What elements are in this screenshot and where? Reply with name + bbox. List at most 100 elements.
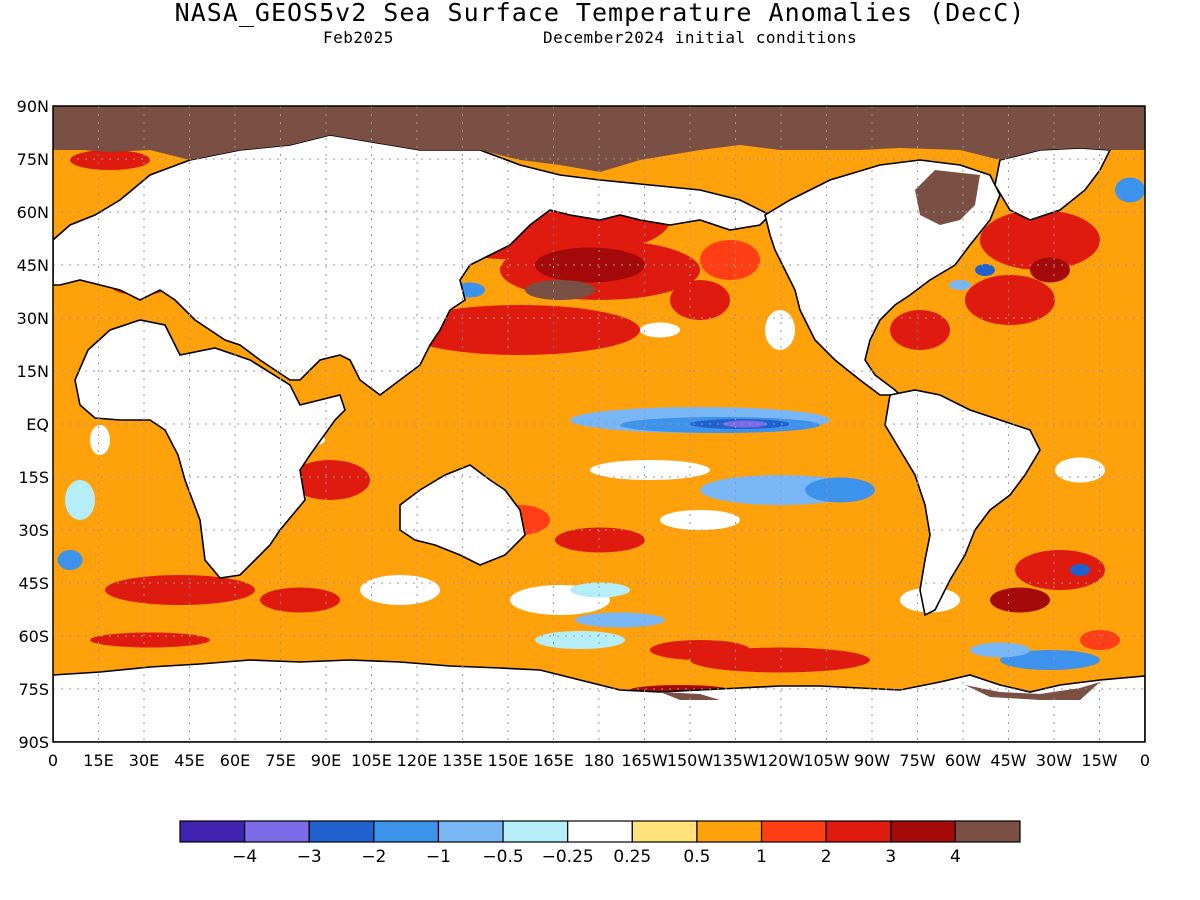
anomaly-patch <box>290 460 370 500</box>
lon-label: 0 <box>48 751 58 770</box>
anomaly-patch <box>575 612 665 628</box>
lat-label: 90S <box>18 733 49 752</box>
colorbar-label: −2 <box>361 847 386 867</box>
colorbar-label: 3 <box>885 847 896 867</box>
lon-label: 180 <box>584 751 615 770</box>
land-greenland <box>994 147 1112 221</box>
anomaly-patch <box>400 305 640 355</box>
ice-ross <box>660 692 720 700</box>
lat-label: 15N <box>17 362 49 381</box>
anomaly-patch <box>722 420 768 428</box>
anomaly-patch <box>525 280 595 300</box>
lon-label: 45E <box>174 751 204 770</box>
colorbar-swatch <box>890 820 956 843</box>
lon-label: 165W <box>621 751 668 770</box>
map-area <box>53 106 1145 742</box>
colorbar-label: 0.25 <box>613 847 651 867</box>
lon-label: 150W <box>667 751 714 770</box>
lon-label: 15W <box>1081 751 1117 770</box>
anomaly-patch <box>1070 564 1090 576</box>
lon-label: 0 <box>1140 751 1150 770</box>
land-antarctica <box>53 659 1145 742</box>
lon-label: 135E <box>442 751 483 770</box>
colorbar-label: −3 <box>297 847 322 867</box>
anomaly-patch <box>890 310 950 350</box>
anomaly-patch <box>805 477 875 503</box>
colorbar-label: −0.25 <box>542 847 594 867</box>
longitude-labels: 0 15E 30E 45E 60E 75E 90E 105E 120E 135E 150E 165E 1… <box>48 751 1150 770</box>
anomaly-patch <box>105 575 255 605</box>
graticule <box>53 106 1145 742</box>
anomaly-patch <box>590 460 710 480</box>
lat-label: 45N <box>17 256 49 275</box>
anomaly-patch <box>1030 257 1070 283</box>
lat-label: 75S <box>18 680 49 699</box>
initial-conditions-label: December2024 initial conditions <box>543 28 858 47</box>
anomaly-patch <box>660 510 740 530</box>
anomaly-patch <box>65 480 95 520</box>
lat-label: 60S <box>18 627 49 646</box>
lon-label: 30E <box>129 751 159 770</box>
anomaly-patch <box>830 600 890 620</box>
map-title: NASA_GEOS5v2 Sea Surface Temperature Ano… <box>174 0 1026 27</box>
colorbar-label: 4 <box>950 847 961 867</box>
anomaly-patch <box>90 632 210 648</box>
anomaly-patch <box>640 322 680 338</box>
anomaly-patch <box>765 310 795 350</box>
lon-label: 75W <box>899 751 935 770</box>
ice-weddell <box>965 682 1100 700</box>
anomaly-patch <box>970 642 1030 658</box>
map-frame <box>52 105 1146 743</box>
latitude-labels: 90N 75N 60N 45N 30N 15N EQ 15S 30S 45S 60S 75S 90S <box>17 97 49 752</box>
lat-label: 30S <box>18 521 49 540</box>
lat-label: 30N <box>17 309 49 328</box>
colorbar-label: 1 <box>756 847 767 867</box>
lon-label: 90E <box>311 751 341 770</box>
lat-label: 15S <box>18 468 49 487</box>
anomaly-patch <box>700 240 760 280</box>
lat-label: 60N <box>17 203 49 222</box>
anomaly-patch <box>70 150 150 170</box>
colorbar-swatch <box>696 820 763 843</box>
colorbar-label: 0.5 <box>683 847 710 867</box>
anomaly-patch <box>555 527 645 553</box>
anomaly-patch <box>965 275 1055 325</box>
lon-label: 60W <box>945 751 981 770</box>
colorbar-legend: −4 −3 −2 −1 −0.5 −0.25 0.25 0.5 1 2 3 4 <box>179 820 1021 867</box>
colorbar-swatch <box>760 820 827 843</box>
colorbar-swatch <box>502 820 569 843</box>
anomaly-patch <box>570 582 630 598</box>
land-masses <box>53 134 1145 742</box>
anomaly-patch <box>260 587 340 613</box>
ice-hudson <box>915 170 980 225</box>
anomaly-patch <box>1055 457 1105 483</box>
lon-label: 60E <box>220 751 250 770</box>
lon-label: 165E <box>533 751 574 770</box>
forecast-month: Feb2025 <box>323 28 394 47</box>
colorbar-swatch <box>825 820 892 843</box>
lon-label: 15E <box>83 751 113 770</box>
lat-label: 75N <box>17 150 49 169</box>
anomaly-patch <box>1015 550 1105 590</box>
anomaly-patch <box>1080 630 1120 650</box>
lon-label: 90W <box>854 751 890 770</box>
colorbar-label: −1 <box>426 847 451 867</box>
colorbar-swatch <box>567 820 633 843</box>
anomaly-patch <box>1080 485 1120 515</box>
lon-label: 105W <box>803 751 850 770</box>
anomaly-patch <box>57 550 83 570</box>
anomaly-patch <box>980 210 1100 270</box>
land-africa <box>74 319 346 579</box>
colorbar-swatch <box>244 820 310 843</box>
anomaly-patch <box>670 280 730 320</box>
lon-label: 30W <box>1036 751 1072 770</box>
colorbar-swatch <box>954 820 1021 843</box>
lat-label: 90N <box>17 97 49 116</box>
anomaly-patch <box>1115 177 1145 203</box>
anomaly-patch <box>975 264 995 276</box>
colorbar-label: −4 <box>232 847 257 867</box>
anomaly-patch <box>650 640 750 660</box>
colorbar-swatch <box>373 820 440 843</box>
lon-label: 135W <box>712 751 759 770</box>
